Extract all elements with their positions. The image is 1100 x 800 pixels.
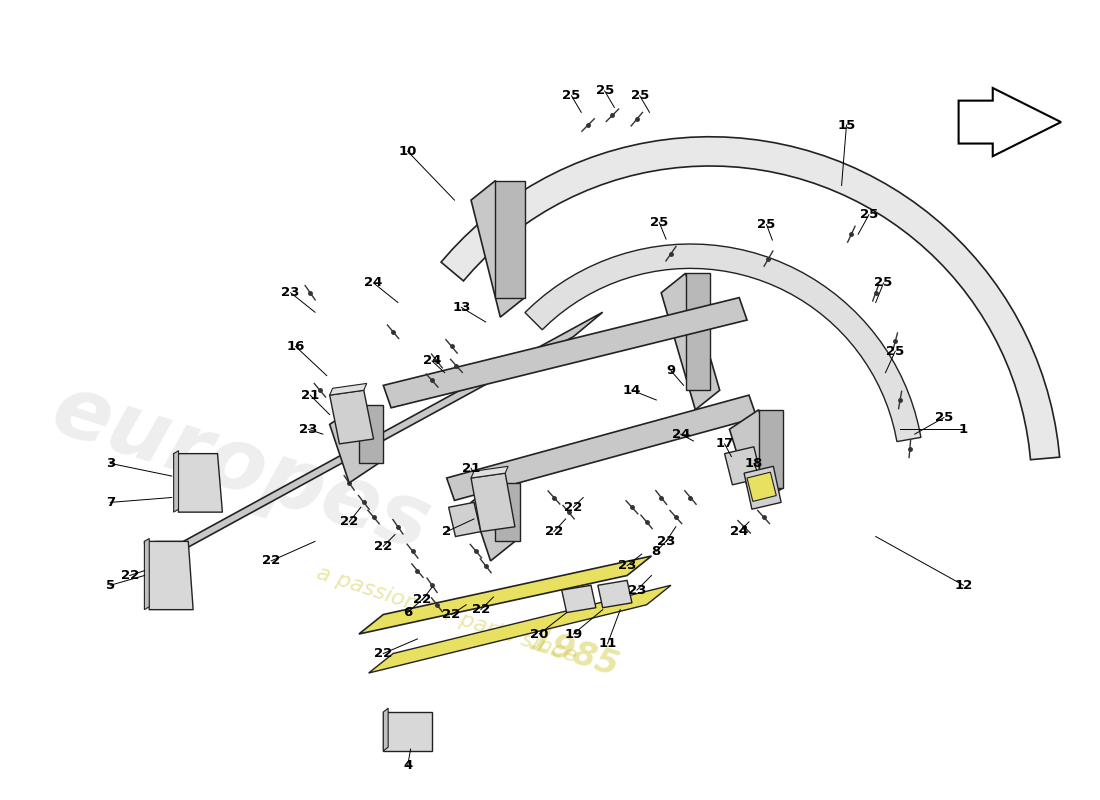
Polygon shape <box>747 472 777 502</box>
Polygon shape <box>383 708 388 751</box>
Text: europes: europes <box>43 368 441 568</box>
Polygon shape <box>368 586 671 673</box>
Text: 25: 25 <box>874 277 893 290</box>
Text: 25: 25 <box>595 84 614 98</box>
Text: 22: 22 <box>340 515 359 528</box>
Text: 22: 22 <box>442 608 461 621</box>
Polygon shape <box>359 556 651 634</box>
Polygon shape <box>562 586 596 613</box>
Text: 13: 13 <box>452 301 471 314</box>
Text: 23: 23 <box>299 422 318 436</box>
Text: 14: 14 <box>623 384 641 397</box>
Text: 19: 19 <box>564 627 583 641</box>
Polygon shape <box>154 312 603 566</box>
Polygon shape <box>597 580 631 608</box>
Text: 21: 21 <box>301 389 319 402</box>
Polygon shape <box>759 410 783 488</box>
Polygon shape <box>330 383 366 395</box>
Text: 23: 23 <box>628 584 646 597</box>
Polygon shape <box>471 466 508 478</box>
Text: 25: 25 <box>562 90 581 102</box>
Text: 22: 22 <box>262 554 280 567</box>
Text: 22: 22 <box>374 647 393 660</box>
Text: 12: 12 <box>955 578 972 592</box>
Polygon shape <box>383 712 432 751</box>
Polygon shape <box>471 483 515 561</box>
Text: 22: 22 <box>374 540 393 553</box>
Text: 20: 20 <box>530 627 549 641</box>
Text: 23: 23 <box>282 286 300 299</box>
Text: 10: 10 <box>398 145 417 158</box>
Polygon shape <box>447 395 757 501</box>
Text: 22: 22 <box>121 569 139 582</box>
Text: 9: 9 <box>667 364 675 378</box>
Text: 25: 25 <box>650 216 669 229</box>
Text: a passion for parts since: a passion for parts since <box>314 563 580 666</box>
Polygon shape <box>725 447 761 485</box>
Polygon shape <box>495 181 525 298</box>
Text: 17: 17 <box>715 438 734 450</box>
Text: 2: 2 <box>442 525 451 538</box>
Polygon shape <box>495 483 520 542</box>
Text: 25: 25 <box>758 218 776 231</box>
Polygon shape <box>449 502 481 537</box>
Polygon shape <box>154 542 184 566</box>
Polygon shape <box>729 410 783 507</box>
Text: 24: 24 <box>671 428 690 441</box>
Text: 25: 25 <box>860 208 878 222</box>
Text: 15: 15 <box>837 118 856 131</box>
Text: 5: 5 <box>106 578 114 592</box>
Polygon shape <box>144 538 150 610</box>
Polygon shape <box>174 450 178 512</box>
Polygon shape <box>383 298 747 408</box>
Text: 1985: 1985 <box>524 623 623 683</box>
Text: 22: 22 <box>544 525 563 538</box>
Text: 22: 22 <box>472 603 490 616</box>
Text: 4: 4 <box>403 759 412 772</box>
Text: 8: 8 <box>651 545 661 558</box>
Text: 7: 7 <box>106 496 114 509</box>
Polygon shape <box>958 88 1062 156</box>
Polygon shape <box>471 473 515 532</box>
Text: 23: 23 <box>618 559 636 572</box>
Polygon shape <box>744 466 781 510</box>
Text: 24: 24 <box>730 525 748 538</box>
Polygon shape <box>525 244 921 442</box>
Text: 6: 6 <box>403 606 412 619</box>
Text: 11: 11 <box>598 638 617 650</box>
Text: 1: 1 <box>959 422 968 436</box>
Text: 25: 25 <box>935 411 953 424</box>
Text: 18: 18 <box>745 457 763 470</box>
Text: 16: 16 <box>286 340 305 353</box>
Text: 25: 25 <box>630 90 649 102</box>
Polygon shape <box>685 274 710 390</box>
Text: 25: 25 <box>887 345 904 358</box>
Text: 24: 24 <box>364 277 383 290</box>
Polygon shape <box>441 137 1059 460</box>
Text: 22: 22 <box>564 501 583 514</box>
Text: 21: 21 <box>462 462 481 474</box>
Polygon shape <box>330 390 374 444</box>
Polygon shape <box>359 405 383 463</box>
Text: 22: 22 <box>414 594 431 606</box>
Text: 23: 23 <box>657 535 675 548</box>
Polygon shape <box>144 542 194 610</box>
Polygon shape <box>330 405 378 483</box>
Text: 3: 3 <box>106 457 114 470</box>
Polygon shape <box>174 454 222 512</box>
Text: 24: 24 <box>422 354 441 367</box>
Polygon shape <box>471 181 525 317</box>
Polygon shape <box>661 274 719 410</box>
